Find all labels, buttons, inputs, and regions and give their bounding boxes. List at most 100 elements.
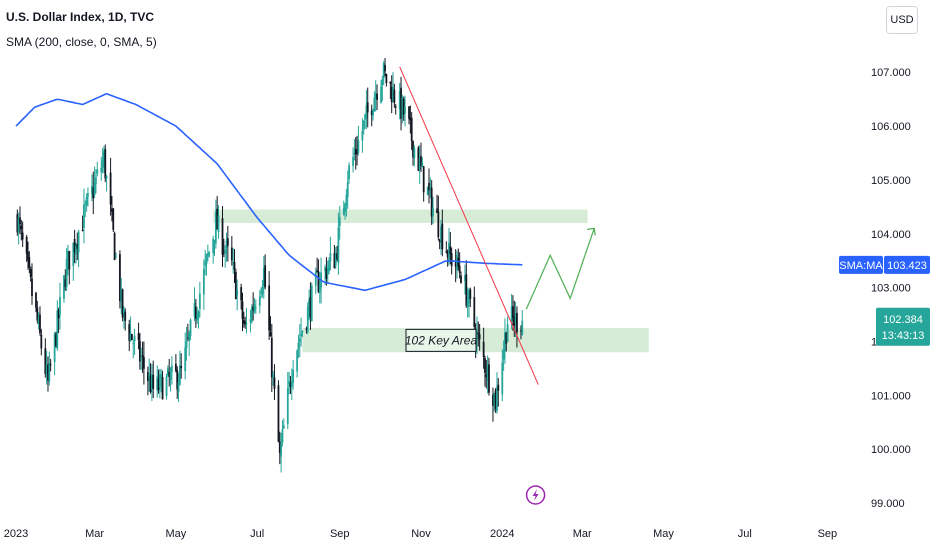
candle-body	[121, 289, 124, 318]
projection-path[interactable]	[525, 228, 595, 310]
trendline[interactable]	[399, 66, 539, 385]
candle-body	[318, 284, 321, 293]
candle-body	[261, 286, 264, 295]
candle-body	[353, 152, 356, 154]
candle-body	[334, 254, 337, 266]
candle-body	[420, 156, 422, 166]
candle-body	[301, 331, 304, 333]
candle-body	[426, 186, 429, 195]
price-axis-tick: 100.000	[871, 444, 911, 456]
candle-body	[376, 93, 378, 100]
candle-body	[346, 182, 349, 197]
candle-body	[123, 308, 125, 314]
candle-body	[300, 333, 303, 336]
sma-line[interactable]	[15, 92, 523, 292]
candle-body	[131, 334, 133, 341]
candle-body	[28, 257, 31, 268]
candle-body	[450, 253, 453, 267]
candle-body	[446, 250, 449, 258]
lightning-glyph	[532, 489, 539, 501]
candle-body	[282, 425, 285, 429]
candle-body	[245, 323, 248, 325]
candle-body	[83, 204, 85, 228]
candle-body	[85, 197, 88, 206]
candle-body	[47, 364, 49, 381]
candle-body	[516, 312, 518, 333]
candle-body	[29, 269, 32, 277]
candle-body	[59, 296, 61, 315]
candle-body	[316, 270, 318, 273]
candle-body	[177, 382, 180, 392]
candle-body	[476, 331, 478, 341]
candle-body	[380, 86, 382, 103]
candle-body	[193, 302, 196, 317]
candle-body	[393, 89, 396, 103]
candle-body	[188, 332, 191, 341]
candle-body	[35, 292, 37, 308]
candle-body	[492, 394, 494, 406]
candle-body	[213, 239, 216, 243]
candle-body	[21, 232, 24, 240]
candle-body	[91, 186, 93, 195]
candle-body	[270, 337, 273, 378]
candle-body	[234, 271, 237, 299]
candle-body	[20, 225, 23, 229]
candle-body	[37, 317, 40, 325]
candle-body	[520, 330, 522, 332]
candle-body	[109, 172, 112, 205]
candle-body	[362, 120, 365, 130]
candle-body	[103, 150, 105, 165]
candle-body	[361, 130, 364, 141]
candle-body	[166, 368, 169, 375]
candle-body	[278, 441, 281, 453]
candle-body	[174, 363, 177, 371]
candle-body	[382, 63, 385, 79]
candle-body	[264, 265, 267, 288]
candle-body	[198, 293, 201, 310]
candle-body	[244, 321, 247, 325]
candle-body	[501, 362, 504, 395]
candle-body	[410, 117, 413, 142]
candle-body	[482, 341, 485, 358]
candle-body	[337, 227, 340, 264]
candle-body	[230, 247, 233, 261]
currency-button[interactable]: USD	[886, 6, 918, 34]
candle-body	[374, 93, 377, 99]
candle-body	[478, 334, 481, 340]
candle-body	[180, 366, 183, 369]
candle-body	[157, 379, 160, 390]
candle-body	[413, 147, 416, 159]
candle-body	[333, 253, 336, 269]
candle-body	[438, 239, 441, 243]
candle-body	[348, 165, 350, 180]
candle-body	[317, 271, 320, 292]
time-axis-tick: Mar	[85, 528, 104, 540]
candle-body	[260, 291, 263, 294]
candle-body	[432, 207, 434, 216]
candle-body	[19, 217, 21, 224]
candle-body	[76, 243, 79, 249]
candle-body	[310, 285, 313, 321]
candle-body	[63, 275, 65, 299]
study-legend[interactable]: SMA (200, close, 0, SMA, 5)	[6, 35, 157, 49]
sma-value-badge-text: 103.423	[887, 260, 927, 272]
candle-body	[428, 182, 430, 191]
candle-body	[496, 387, 498, 412]
candle-body	[458, 265, 461, 273]
candle-body	[352, 156, 354, 166]
candle-body	[389, 81, 392, 84]
time-axis: 2023 Mar May Jul Sep Nov 2024 Mar May Jul Sep	[4, 528, 837, 540]
candle-body	[289, 383, 292, 388]
time-axis-tick: 2023	[4, 528, 28, 540]
candle-body	[449, 246, 452, 255]
candle-body	[96, 169, 99, 174]
time-axis-tick: May	[165, 528, 186, 540]
candle-body	[502, 350, 505, 360]
key-zone[interactable]	[213, 209, 588, 223]
key-area-label-box[interactable]	[405, 328, 477, 352]
candle-body	[100, 167, 103, 173]
candle-body	[457, 257, 460, 267]
candle-body	[305, 328, 308, 330]
candle-body	[197, 311, 200, 319]
